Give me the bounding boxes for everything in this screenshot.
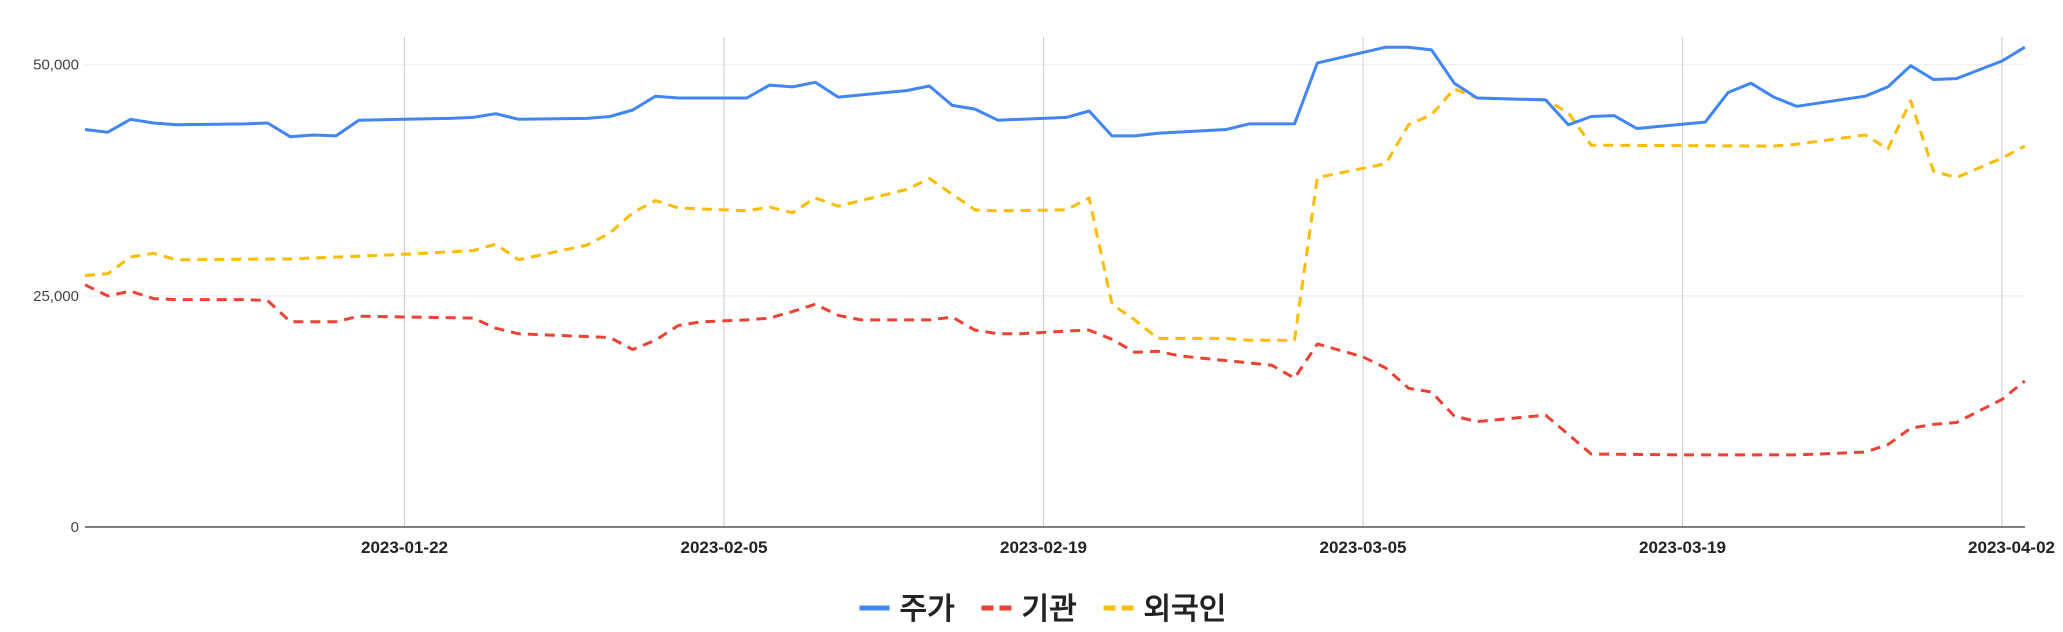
series-lines xyxy=(84,45,2026,457)
legend-item-institution[interactable]: 기관 xyxy=(981,592,1077,627)
y-tick-label: 25,000 xyxy=(33,288,79,305)
grid-lines xyxy=(85,37,2025,527)
y-tick-label: 50,000 xyxy=(33,57,79,74)
series-line-foreign xyxy=(84,87,2026,342)
y-tick-label: 0 xyxy=(71,519,79,536)
x-tick-label: 2023-04-02 xyxy=(1968,538,2055,557)
series-line-institution xyxy=(84,283,2026,457)
legend-label: 기관 xyxy=(1022,592,1077,627)
x-tick-label: 2023-02-05 xyxy=(681,538,768,557)
legend-label: 주가 xyxy=(900,592,956,627)
x-tick-label: 2023-03-19 xyxy=(1639,538,1726,557)
legend: 주가 기관 외국인 xyxy=(859,592,1227,627)
legend-item-foreign[interactable]: 외국인 xyxy=(1103,592,1227,627)
axes: 0 25,000 50,000 2023-01-22 2023-02-05 2023-02… xyxy=(33,57,2055,557)
legend-item-price[interactable]: 주가 xyxy=(859,592,956,627)
x-tick-label: 2023-02-19 xyxy=(1000,538,1087,557)
legend-label: 외국인 xyxy=(1144,592,1227,627)
series-line-price xyxy=(84,45,2026,139)
x-tick-label: 2023-01-22 xyxy=(361,538,448,557)
x-tick-label: 2023-03-05 xyxy=(1320,538,1407,557)
